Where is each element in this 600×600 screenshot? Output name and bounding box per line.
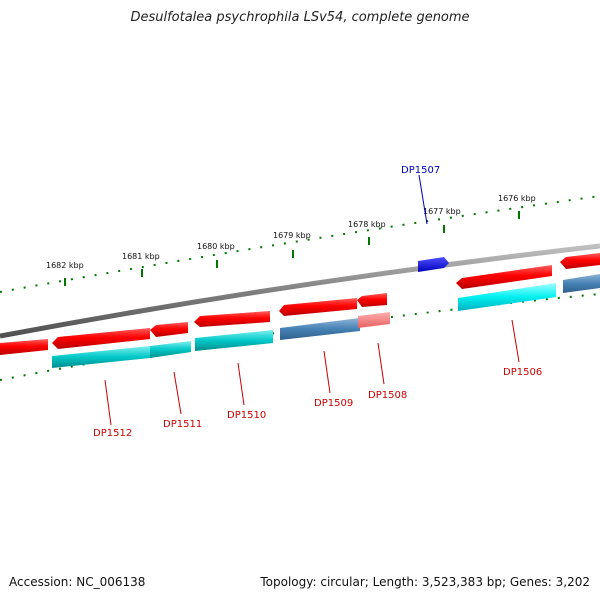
- tick-label: 1677 kbp: [423, 207, 461, 216]
- genome-backbone: [0, 243, 600, 339]
- gene-leader-line: [511, 319, 520, 363]
- gene-leader-line: [418, 174, 428, 225]
- tick-label: 1681 kbp: [122, 252, 160, 261]
- feature-block[interactable]: [150, 341, 191, 358]
- feature-block[interactable]: [563, 274, 600, 293]
- cds-feature[interactable]: [194, 311, 270, 327]
- gene-leader-line: [377, 342, 385, 385]
- outer-tick-track: [0, 195, 600, 293]
- cds-feature[interactable]: [357, 293, 387, 307]
- gene-label-dp1508[interactable]: DP1508: [368, 390, 407, 401]
- cds-feature[interactable]: [560, 253, 600, 269]
- gene-leader-line: [104, 379, 112, 426]
- tick-label: 1679 kbp: [273, 231, 311, 240]
- tick-label: 1680 kbp: [197, 242, 235, 251]
- tick-label: 1676 kbp: [498, 194, 536, 203]
- gene-label-dp1506[interactable]: DP1506: [503, 367, 542, 378]
- gene-label-dp1512[interactable]: DP1512: [93, 428, 132, 439]
- cds-feature[interactable]: [456, 265, 552, 289]
- cds-feature[interactable]: [0, 339, 48, 355]
- cds-feature[interactable]: [279, 298, 357, 316]
- cds-feature[interactable]: [150, 322, 188, 337]
- feature-block[interactable]: [358, 312, 390, 328]
- gene-leader-line: [237, 362, 245, 406]
- feature-lane: [52, 274, 600, 368]
- tick-label: 1682 kbp: [46, 261, 84, 270]
- gene-label-dp1509[interactable]: DP1509: [314, 398, 353, 409]
- page-title: Desulfotalea psychrophila LSv54, complet…: [130, 10, 470, 25]
- feature-block[interactable]: [195, 330, 273, 351]
- gene-leader-line: [173, 371, 182, 415]
- feature-block[interactable]: [280, 318, 360, 340]
- gene-label-dp1507[interactable]: DP1507: [401, 165, 440, 176]
- gene-leader-line: [323, 350, 331, 394]
- cds-lane: [0, 253, 600, 355]
- gene-label-dp1511[interactable]: DP1511: [163, 419, 202, 430]
- gene-label-dp1510[interactable]: DP1510: [227, 410, 266, 421]
- cds-feature[interactable]: [52, 328, 150, 349]
- feature-block[interactable]: [458, 283, 556, 311]
- cds-feature-dp1507[interactable]: [418, 257, 449, 272]
- tick-label: 1678 kbp: [348, 220, 386, 229]
- feature-block[interactable]: [52, 346, 150, 368]
- topology-text: Topology: circular; Length: 3,523,383 bp…: [260, 575, 590, 589]
- accession-text: Accession: NC_006138: [9, 575, 146, 589]
